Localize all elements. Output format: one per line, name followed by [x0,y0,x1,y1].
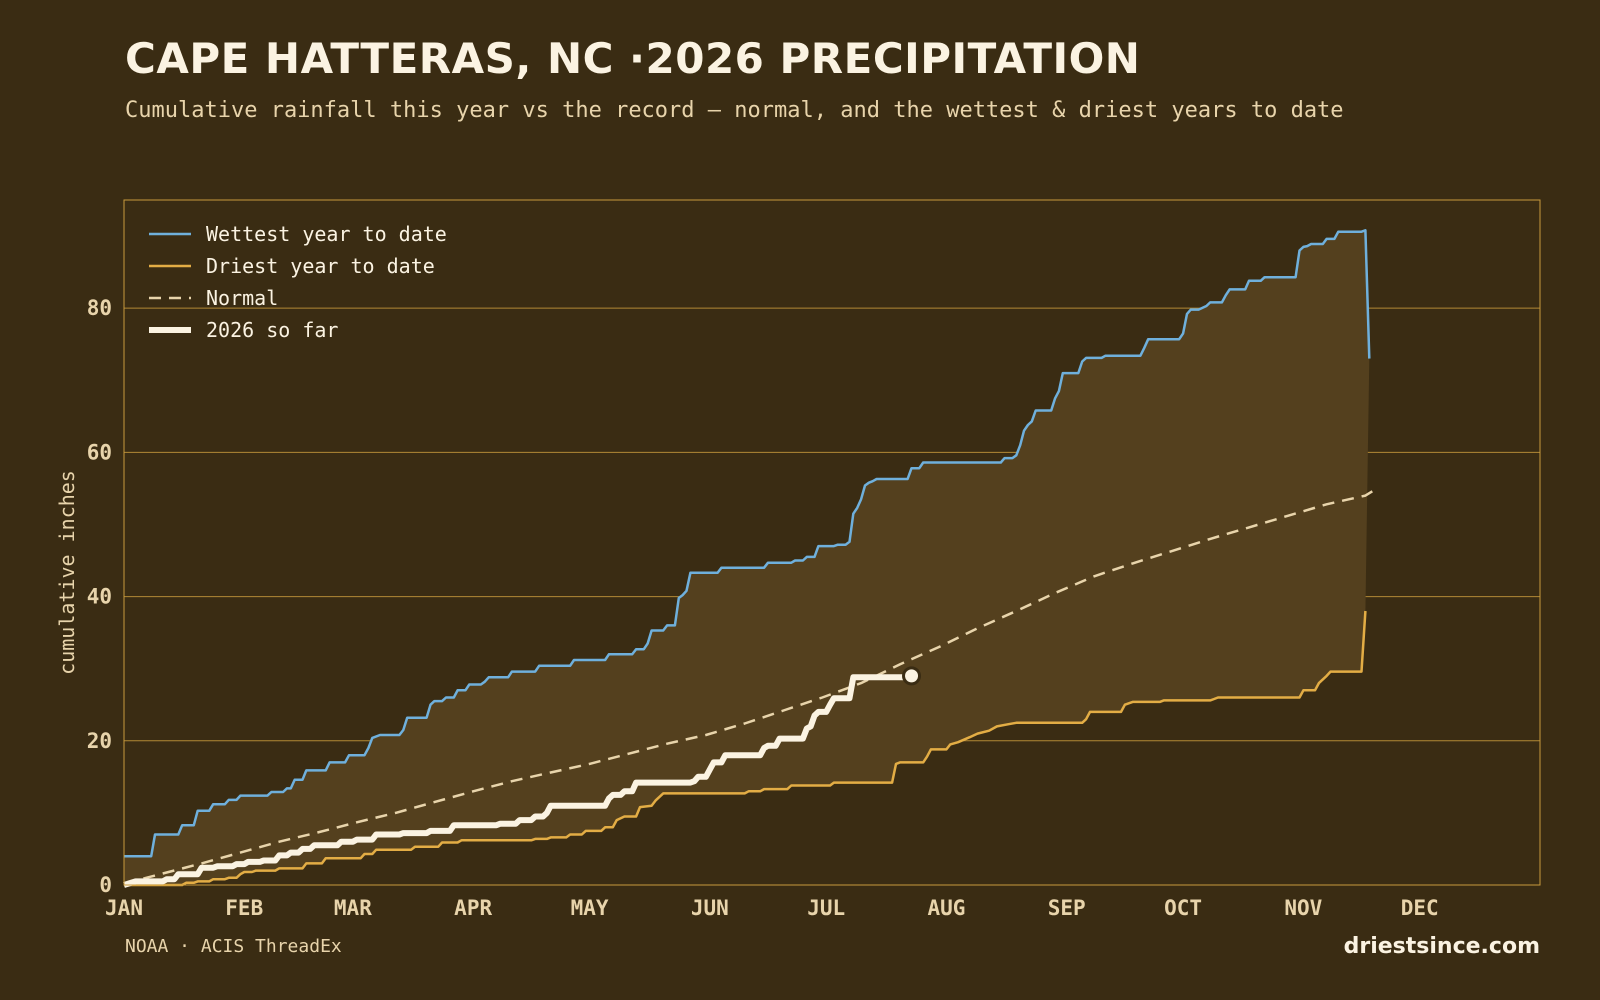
x-tick-label: OCT [1164,896,1202,920]
series-line-wettest-year-to-date [124,229,1371,858]
x-tick-label: NOV [1284,896,1322,920]
series-line-2026-so-far [123,673,913,888]
y-axis-label: cumulative inches [55,470,79,675]
legend-label: Wettest year to date [206,222,447,246]
legend: Wettest year to date Driest year to date N… [149,222,447,342]
legend-label: Driest year to date [206,254,435,278]
x-tick-label: JUL [807,896,845,920]
legend-label: Normal [206,286,278,310]
plot-frame [123,199,1541,886]
series-line-driest-year-to-date [124,610,1367,887]
y-tick-label: 20 [87,729,112,753]
x-tick-label: SEP [1048,896,1086,920]
x-tick-label: AUG [927,896,965,920]
page-title: CAPE HATTERAS, NC ·2026 PRECIPITATION [125,34,1141,83]
ticks-layer: 0 20 40 60 80 JAN FEB MAR APR MAY JUN JUL AUG SEP OCT N… [87,296,1439,920]
current-endpoint-marker [902,666,922,686]
y-tick-label: 40 [87,585,112,609]
x-tick-label: JUN [691,896,729,920]
source-credit: NOAA · ACIS ThreadEx [125,936,342,957]
site-link[interactable]: driestsince.com [1343,934,1540,959]
x-tick-label: FEB [225,896,263,920]
legend-label: 2026 so far [206,318,338,342]
x-tick-label: APR [454,896,492,920]
x-tick-label: MAR [334,896,372,920]
x-tick-label: DEC [1401,896,1439,920]
page-subtitle: Cumulative rainfall this year vs the rec… [125,98,1344,123]
x-tick-label: JAN [105,896,143,920]
series-line-normal [123,487,1378,885]
y-tick-label: 0 [99,873,112,897]
series-layer [123,229,1378,888]
y-tick-label: 80 [87,296,112,320]
x-tick-label: MAY [571,896,609,920]
y-tick-label: 60 [87,440,112,464]
